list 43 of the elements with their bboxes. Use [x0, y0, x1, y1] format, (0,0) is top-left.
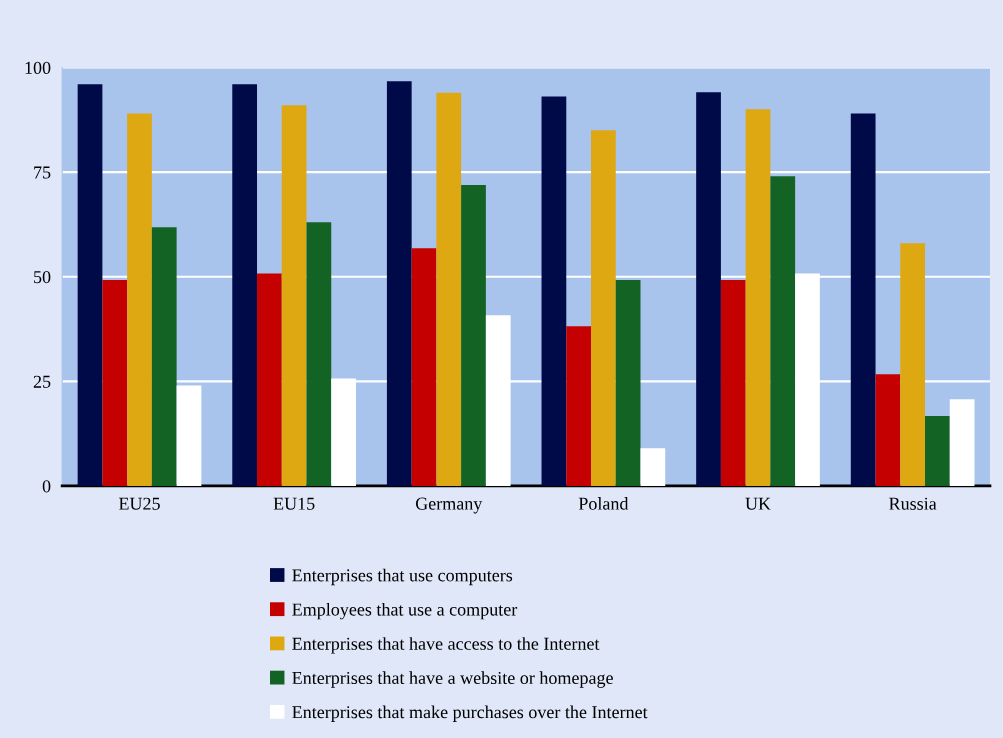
x-tick-label: EU15	[273, 497, 315, 510]
x-tick-label: Russia	[889, 497, 937, 510]
y-tick-label: 25	[33, 375, 51, 388]
bar	[696, 92, 721, 486]
legend-label: Employees that use a computer	[292, 602, 518, 620]
x-tick-label: EU25	[118, 497, 160, 510]
bar	[281, 105, 307, 486]
y-tick-label: 100	[25, 61, 51, 74]
bar	[386, 81, 412, 486]
legend-label: Enterprises that make purchases over the Internet	[292, 705, 648, 722]
bar	[925, 416, 950, 486]
x-tick-label: UK	[745, 497, 771, 510]
bar	[591, 130, 616, 486]
bar	[127, 113, 152, 486]
x-tick-label: Germany	[415, 497, 483, 514]
bar	[151, 227, 177, 486]
bar	[232, 84, 258, 486]
bar	[900, 243, 926, 486]
bar	[102, 280, 128, 486]
bar	[949, 399, 975, 486]
bar	[306, 222, 332, 486]
legend-label: Enterprises that have access to the Internet	[292, 637, 600, 654]
bar	[176, 385, 202, 486]
bar	[745, 109, 771, 486]
bar	[640, 448, 666, 486]
bar	[436, 92, 462, 486]
x-tick-label: Poland	[578, 497, 629, 510]
y-tick-label: 50	[34, 271, 51, 284]
y-tick-label: 75	[34, 166, 51, 179]
bar	[566, 326, 592, 486]
bar	[720, 280, 746, 486]
bar	[615, 280, 641, 486]
bar	[850, 113, 876, 486]
bar	[875, 374, 901, 486]
bar	[541, 96, 567, 486]
bar	[411, 248, 437, 486]
bar	[77, 84, 103, 486]
legend-label: Enterprises that use computers	[292, 568, 513, 586]
y-tick-label: 0	[42, 480, 51, 493]
bar	[257, 273, 282, 486]
bar	[770, 176, 796, 486]
bar	[461, 185, 486, 486]
legend-label: Enterprises that have a website or homepage	[292, 671, 613, 688]
